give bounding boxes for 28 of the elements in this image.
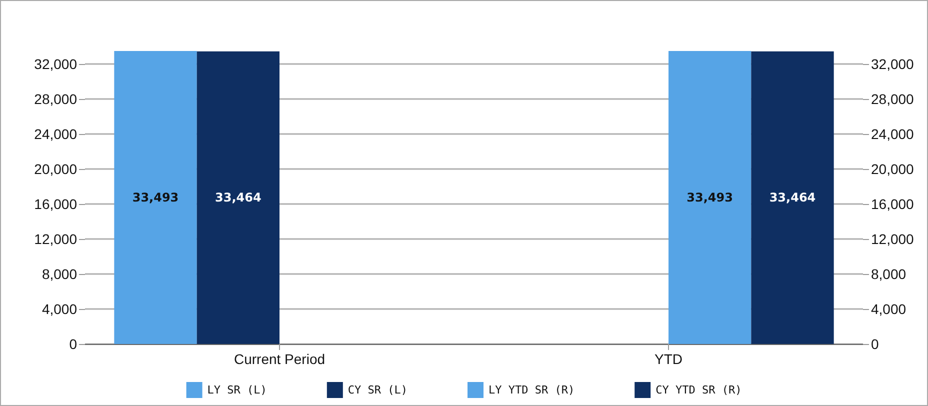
y2-tick-label: 24,000: [871, 126, 914, 142]
y-tick-label: 32,000: [34, 56, 78, 72]
y2-tick-label: 8,000: [871, 266, 906, 282]
y-tick-label: 8,000: [42, 266, 78, 282]
y2-tick-label: 28,000: [871, 91, 914, 108]
y2-tick-label: 0: [871, 336, 879, 352]
y-tick-label: 16,000: [34, 196, 78, 212]
y-tick-label: 12,000: [34, 231, 78, 248]
y-tick-label: 24,000: [34, 126, 78, 142]
y2-tick-label: 4,000: [871, 301, 906, 318]
data-label: 33,464: [769, 190, 816, 205]
y2-tick-label: 20,000: [871, 161, 914, 178]
y-tick-label: 0: [69, 336, 78, 352]
y-tick-label: 28,000: [34, 91, 78, 108]
y2-tick-label: 32,000: [871, 56, 914, 72]
y2-tick-label: 12,000: [871, 231, 914, 248]
legend-label: LY YTD SR (R): [488, 384, 575, 396]
y-tick-label: 20,000: [34, 161, 78, 178]
legend-label: LY SR (L): [207, 384, 267, 396]
legend-label: CY YTD SR (R): [656, 384, 742, 396]
x-tick-label: YTD: [654, 351, 682, 367]
y2-tick-label: 16,000: [871, 196, 914, 212]
data-label: 33,464: [215, 190, 262, 205]
x-tick-label: Current Period: [234, 351, 326, 367]
data-label: 33,493: [686, 190, 733, 205]
legend-label: CY SR (L): [348, 384, 408, 396]
y-tick-label: 4,000: [42, 301, 78, 318]
data-label: 33,493: [132, 190, 179, 205]
